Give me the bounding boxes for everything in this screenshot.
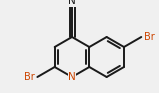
- Text: Br: Br: [24, 72, 34, 82]
- Text: Br: Br: [144, 32, 155, 42]
- Text: N: N: [68, 72, 76, 82]
- Text: N: N: [68, 0, 76, 6]
